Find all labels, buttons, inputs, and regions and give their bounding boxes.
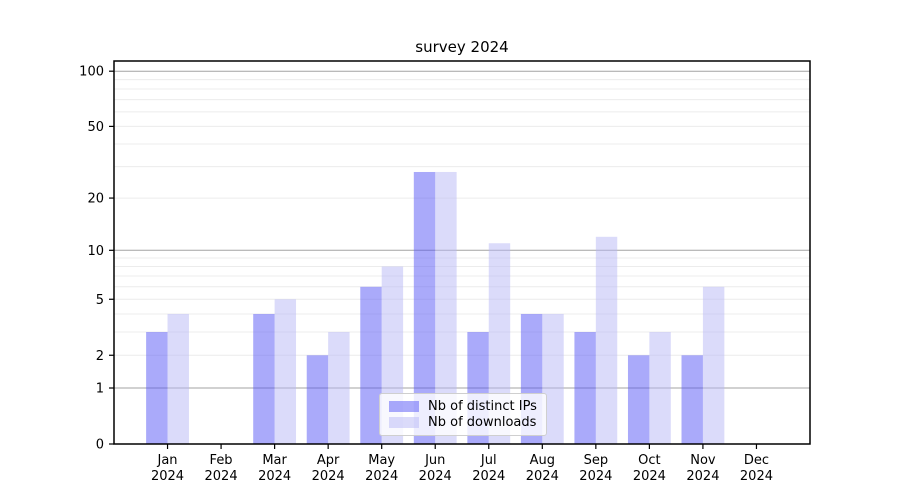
legend-row-downloads: Nb of downloads [389,415,537,430]
y-tick-label: 50 [87,120,104,135]
x-tick-label: Apr 2024 [312,453,345,484]
legend: Nb of distinct IPs Nb of downloads [379,393,547,436]
legend-label-downloads: Nb of downloads [428,415,537,431]
x-tick-label: Sep 2024 [579,453,612,484]
bar-distinct-ips-sep [574,332,596,444]
bar-downloads-aug [542,313,564,444]
legend-row-distinct-ips: Nb of distinct IPs [389,399,537,414]
bar-distinct-ips-jan [146,332,168,444]
x-tick-label: Oct 2024 [633,453,666,484]
x-tick-label: Nov 2024 [686,453,719,484]
y-tick-label: 2 [96,349,104,364]
bar-downloads-jun [435,171,457,445]
bar-downloads-nov [702,286,725,444]
downloads-swatch-icon [389,417,419,429]
x-tick-label: Jan 2024 [151,453,184,484]
gridlines [114,70,810,389]
chart-title: survey 2024 [415,38,508,56]
bar-downloads-jan [167,313,189,444]
x-tick-label: Feb 2024 [205,453,238,484]
x-tick-label: Aug 2024 [526,453,559,484]
bar-distinct-ips-apr [306,355,329,444]
x-tick-label: May 2024 [365,453,398,484]
distinct-ips-swatch-icon [389,400,419,412]
y-tick-label: 0 [96,438,104,453]
x-tick-label: Mar 2024 [258,453,291,484]
bar-distinct-ips-mar [253,313,275,444]
x-tick-label: Jun 2024 [419,453,452,484]
bar-distinct-ips-may [360,286,382,444]
bar-distinct-ips-jun [413,171,436,445]
y-tick-label: 100 [79,65,104,80]
bar-downloads-mar [274,299,297,444]
legend-label-distinct-ips: Nb of distinct IPs [428,398,537,414]
y-tick-label: 20 [87,192,104,207]
bar-downloads-oct [649,332,671,444]
bar-distinct-ips-nov [681,355,703,444]
bar-downloads-apr [328,332,350,444]
bar-downloads-sep [595,236,618,444]
bar-distinct-ips-oct [627,355,650,444]
plot-border [113,60,811,445]
y-tick-label: 10 [87,244,104,259]
x-tick-label: Dec 2024 [740,453,773,484]
axes: 0 1 2 5 10 20 50 100 Jan 2024 Feb 2024 Mar 2024 Apr 202… [79,60,811,484]
x-tick-label: Jul 2024 [472,453,505,484]
y-tick-label: 1 [96,382,104,397]
y-tick-label: 5 [96,293,104,308]
